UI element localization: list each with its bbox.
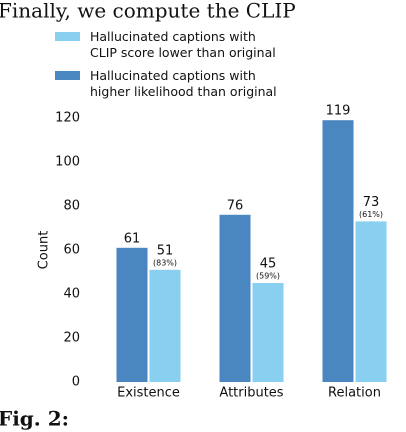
legend-item: Hallucinated captions with higher likeli…	[52, 68, 277, 100]
value-label: 45	[260, 257, 277, 272]
header-text: Finally, we compute the CLIP	[0, 0, 296, 23]
x-tick-label: Existence	[117, 386, 180, 401]
value-label: 51	[157, 243, 174, 258]
y-tick-label: 120	[55, 111, 80, 126]
x-tick-label: Attributes	[219, 386, 283, 401]
bar	[219, 214, 251, 382]
bar	[149, 269, 181, 382]
legend: Hallucinated captions with CLIP score lo…	[52, 29, 277, 107]
y-axis-label: Count	[37, 231, 52, 270]
y-tick-label: 40	[63, 287, 80, 302]
y-tick-label: 20	[63, 331, 80, 346]
value-label: 119	[326, 104, 351, 119]
legend-label: Hallucinated captions with higher likeli…	[90, 68, 277, 99]
x-tick-label: Relation	[328, 386, 381, 401]
value-label: 61	[124, 231, 141, 246]
legend-label: Hallucinated captions with CLIP score lo…	[90, 29, 276, 60]
percent-label: (83%)	[153, 258, 177, 267]
legend-swatch	[55, 71, 80, 80]
bar	[252, 283, 284, 382]
bar	[355, 221, 387, 382]
y-tick-label: 80	[63, 199, 80, 214]
y-tick-label: 100	[55, 155, 80, 170]
percent-label: (61%)	[359, 210, 383, 219]
bar	[116, 247, 148, 382]
y-tick-label: 0	[72, 375, 80, 390]
y-tick-label: 60	[63, 243, 80, 258]
legend-swatch	[55, 32, 80, 41]
value-label: 76	[227, 198, 244, 213]
bar	[322, 120, 354, 382]
value-label: 73	[363, 195, 380, 210]
percent-label: (59%)	[256, 272, 280, 281]
footer-text: Fig. 2:	[0, 407, 69, 431]
legend-item: Hallucinated captions with CLIP score lo…	[52, 29, 277, 61]
